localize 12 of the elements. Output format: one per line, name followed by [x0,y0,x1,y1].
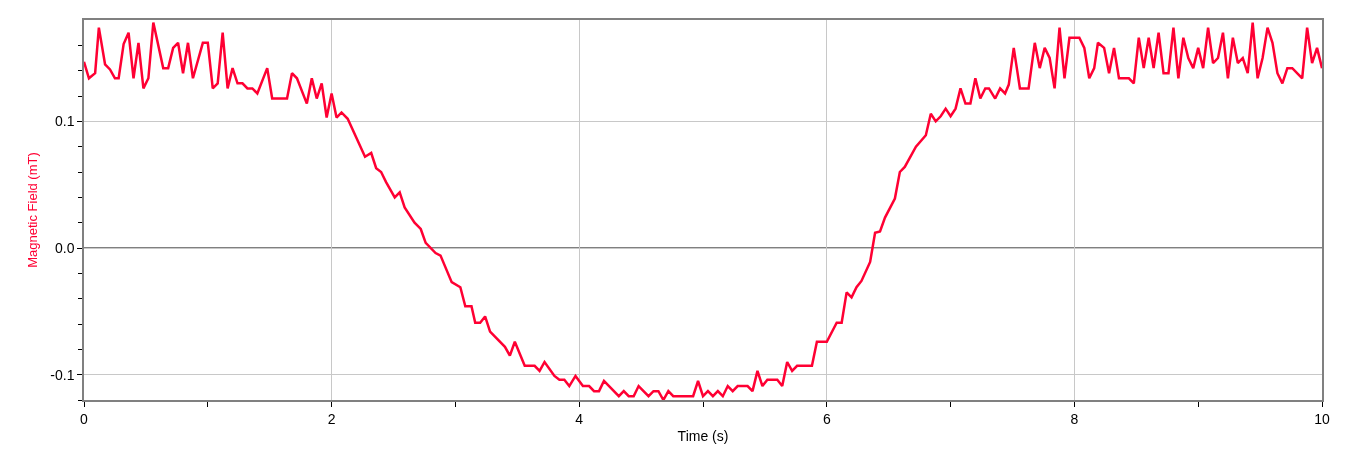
x-tick-label: 8 [1070,410,1079,427]
x-tick-label: 6 [822,410,831,427]
x-tick-label: 10 [1314,410,1330,427]
y-tick-label: 0.0 [54,239,75,256]
line-series [84,21,1322,400]
y-tick-label: -0.1 [50,366,75,383]
y-tick-label: 0.1 [54,113,75,130]
x-axis-title: Time (s) [677,428,729,445]
y-axis-title: Magnetic Field (mT) [24,152,40,268]
x-tick-label: 4 [575,410,584,427]
x-tick-label: 0 [80,410,89,427]
x-tick-label: 2 [327,410,336,427]
